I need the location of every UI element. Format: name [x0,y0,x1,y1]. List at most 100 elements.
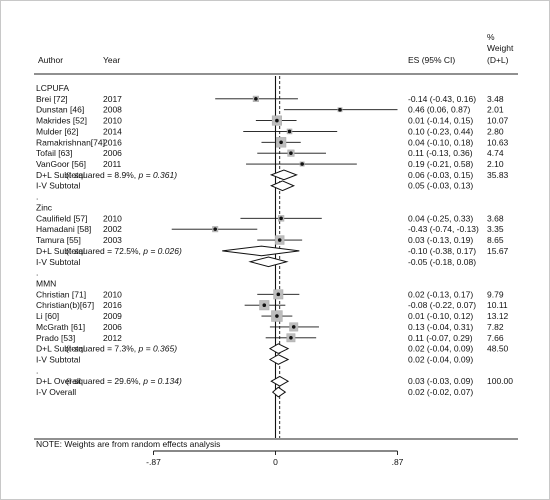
study-es: 0.10 (-0.23, 0.44) [408,126,473,136]
study-weight: 3.48 [487,94,504,104]
study-point [275,314,279,318]
overall-es: 0.02 (-0.02, 0.07) [408,387,473,397]
study-es: 0.19 (-0.21, 0.58) [408,159,473,169]
overall-label: I-V Overall [36,387,76,397]
subtotal-weight: 48.50 [487,344,509,354]
study-es: 0.46 (0.06, 0.87) [408,105,471,115]
study-author: Dunstan [46] [36,105,84,115]
x-axis: -.87 0 .87 [146,450,404,467]
subtotal-label: I-V Subtotal [36,181,81,191]
x-tick-label: 0 [273,457,278,467]
study-es: 0.04 (-0.10, 0.18) [408,137,473,147]
subtotal-weight: 35.83 [487,170,509,180]
study-author: Christian [71] [36,289,86,299]
header-author: Author [38,55,63,65]
subtotal-es: 0.02 (-0.04, 0.09) [408,344,473,354]
study-weight: 4.74 [487,148,504,158]
study-weight: 2.80 [487,126,504,136]
subtotal-weight: 15.67 [487,246,509,256]
subtotal-label: I-V Subtotal [36,257,81,267]
study-year: 2014 [103,126,122,136]
study-year: 2006 [103,322,122,332]
study-es: 0.01 (-0.14, 0.15) [408,116,473,126]
study-year: 2011 [103,159,122,169]
study-author: Makrides [52] [36,116,87,126]
study-point [262,303,267,308]
subtotal-es: -0.05 (-0.18, 0.08) [408,257,476,267]
study-weight: 3.35 [487,224,504,234]
study-year: 2003 [103,235,122,245]
study-es: -0.43 (-0.74, -0.13) [408,224,479,234]
subtotal-diamond [269,169,298,181]
study-author: Prado [53] [36,333,75,343]
study-author: Tofail [63] [36,148,72,158]
study-point [277,238,282,242]
subtotal-label: D+L Subtotal(I-squared = 7.3%, p = 0.365… [36,344,177,354]
subtotal-diamond [270,180,296,192]
study-point [289,151,293,155]
study-es: 0.11 (-0.07, 0.29) [408,333,473,343]
study-weight: 13.12 [487,311,509,321]
study-year: 2017 [103,94,122,104]
study-weight: 7.66 [487,333,504,343]
overall-es: 0.03 (-0.03, 0.09) [408,376,473,386]
study-year: 2016 [103,137,122,147]
study-year: 2008 [103,105,122,115]
header-es: ES (95% CI) [408,55,455,65]
study-point [254,97,258,101]
subtotal-es: 0.02 (-0.04, 0.09) [408,355,473,365]
study-es: -0.14 (-0.43, 0.16) [408,94,476,104]
study-point [287,129,292,134]
study-point [300,162,304,166]
study-weight: 3.68 [487,213,504,223]
study-author: Mulder [62] [36,126,79,136]
study-author: Tamura [55] [36,235,81,245]
study-year: 2012 [103,333,122,343]
overall-label: D+L Overall(I-squared = 29.6%, p = 0.134… [36,376,182,386]
study-weight: 9.79 [487,289,504,299]
study-point [289,335,293,340]
study-author: Caulifield [57] [36,213,88,223]
study-year: 2006 [103,148,122,158]
study-point [279,216,283,221]
subtotal-es: 0.06 (-0.03, 0.15) [408,170,473,180]
study-es: 0.04 (-0.25, 0.33) [408,213,473,223]
overall-diamond [270,375,290,387]
study-weight: 10.11 [487,300,508,310]
overall-diamond [271,386,287,398]
study-weight: 7.82 [487,322,504,332]
study-author: VanGoor [56] [36,159,86,169]
study-weight: 8.65 [487,235,504,245]
study-point [291,325,296,329]
subtotal-diamond [222,245,300,257]
study-point [279,140,283,145]
subtotal-diamond [248,256,289,268]
study-point [338,107,342,112]
study-author: McGrath [61] [36,322,85,332]
study-es: 0.01 (-0.10, 0.12) [408,311,473,321]
study-year: 2010 [103,213,122,223]
study-author: Ramakrishnan[74] [36,137,105,147]
study-point [276,292,281,297]
separator-dot: . [36,192,38,202]
subtotal-es: -0.10 (-0.38, 0.17) [408,246,476,256]
study-weight: 10.07 [487,116,509,126]
study-es: 0.03 (-0.13, 0.19) [408,235,473,245]
subtotal-es: 0.05 (-0.03, 0.13) [408,181,473,191]
group-label: LCPUFA [36,83,69,93]
separator-dot: . [36,268,38,278]
study-weight: 2.10 [487,159,504,169]
study-es: 0.11 (-0.13, 0.36) [408,148,473,158]
study-author: Brei [72] [36,94,68,104]
study-weight: 2.01 [487,105,504,115]
header-weight-method: (D+L) [487,55,509,65]
header-year: Year [103,55,120,65]
study-author: Christian(b)[67] [36,300,94,310]
subtotal-diamond [268,343,290,355]
study-year: 2002 [103,224,122,234]
study-year: 2010 [103,116,122,126]
study-point [213,227,218,231]
subtotal-label: D+L Subtotal(I-squared = 8.9%, p = 0.361… [36,170,177,180]
